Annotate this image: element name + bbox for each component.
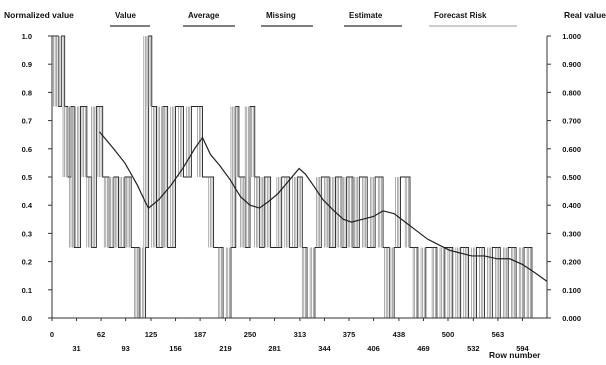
y-tick-label-right: 0.700 (562, 117, 581, 126)
x-tick-label: 438 (393, 330, 406, 339)
left-axis-title: Normalized value (4, 10, 74, 20)
y-tick-label-left: 0.6 (22, 145, 32, 154)
y-tick-label-left: 0.9 (22, 60, 32, 69)
y-tick-label-left: 0.4 (22, 201, 33, 210)
x-tick-label: 563 (492, 330, 505, 339)
legend-label: Average (188, 11, 220, 20)
axes: 0.0 0.000 0.1 0.100 0.2 0.200 0.3 0.300 0.4 0.400… (22, 32, 581, 353)
x-tick-label: 62 (97, 330, 105, 339)
x-tick-label: 125 (145, 330, 158, 339)
x-tick-label: 406 (367, 344, 380, 353)
x-tick-label: 469 (417, 344, 430, 353)
legend-label: Missing (266, 11, 296, 20)
y-tick-label-right: 0.900 (562, 60, 581, 69)
x-tick-label: 187 (194, 330, 207, 339)
legend-label: Estimate (349, 11, 383, 20)
x-tick-label: 375 (343, 330, 356, 339)
legend-label: Value (115, 11, 136, 20)
x-tick-label: 532 (467, 344, 480, 353)
y-tick-label-left: 1.0 (22, 32, 32, 41)
y-tick-label-right: 0.000 (562, 314, 581, 323)
x-tick-label: 31 (72, 344, 80, 353)
legend-label: Forecast Risk (434, 11, 487, 20)
x-tick-label: 219 (219, 344, 232, 353)
x-tick-label: 281 (268, 344, 281, 353)
x-tick-label: 156 (169, 344, 182, 353)
x-axis-title: Row number (489, 350, 541, 360)
plot-area (52, 35, 548, 319)
y-tick-label-right: 0.300 (562, 229, 581, 238)
x-tick-label: 250 (244, 330, 257, 339)
y-tick-label-right: 0.200 (562, 258, 581, 267)
y-tick-label-right: 0.600 (562, 145, 581, 154)
y-tick-label-left: 0.3 (22, 229, 32, 238)
y-tick-label-left: 0.7 (22, 117, 32, 126)
y-tick-label-left: 0.2 (22, 258, 32, 267)
y-tick-label-right: 0.500 (562, 173, 581, 182)
x-tick-label: 594 (516, 344, 529, 353)
y-tick-label-left: 0.8 (22, 88, 32, 97)
legend: Value Average Missing Estimate Forecast Risk (110, 11, 517, 27)
average-series-line (99, 131, 548, 282)
y-tick-label-right: 1.000 (562, 32, 581, 41)
y-tick-label-right: 0.400 (562, 201, 581, 210)
x-tick-label: 344 (318, 344, 331, 353)
x-tick-label: 313 (294, 330, 307, 339)
y-tick-label-right: 0.100 (562, 286, 581, 295)
y-tick-label-left: 0.1 (22, 286, 32, 295)
y-tick-label-left: 0.5 (22, 173, 32, 182)
right-axis-title: Real value (564, 10, 606, 20)
x-tick-label: 500 (442, 330, 455, 339)
y-tick-label-right: 0.800 (562, 88, 581, 97)
x-tick-label: 93 (121, 344, 129, 353)
y-tick-label-left: 0.0 (22, 314, 32, 323)
x-tick-label: 0 (50, 330, 54, 339)
